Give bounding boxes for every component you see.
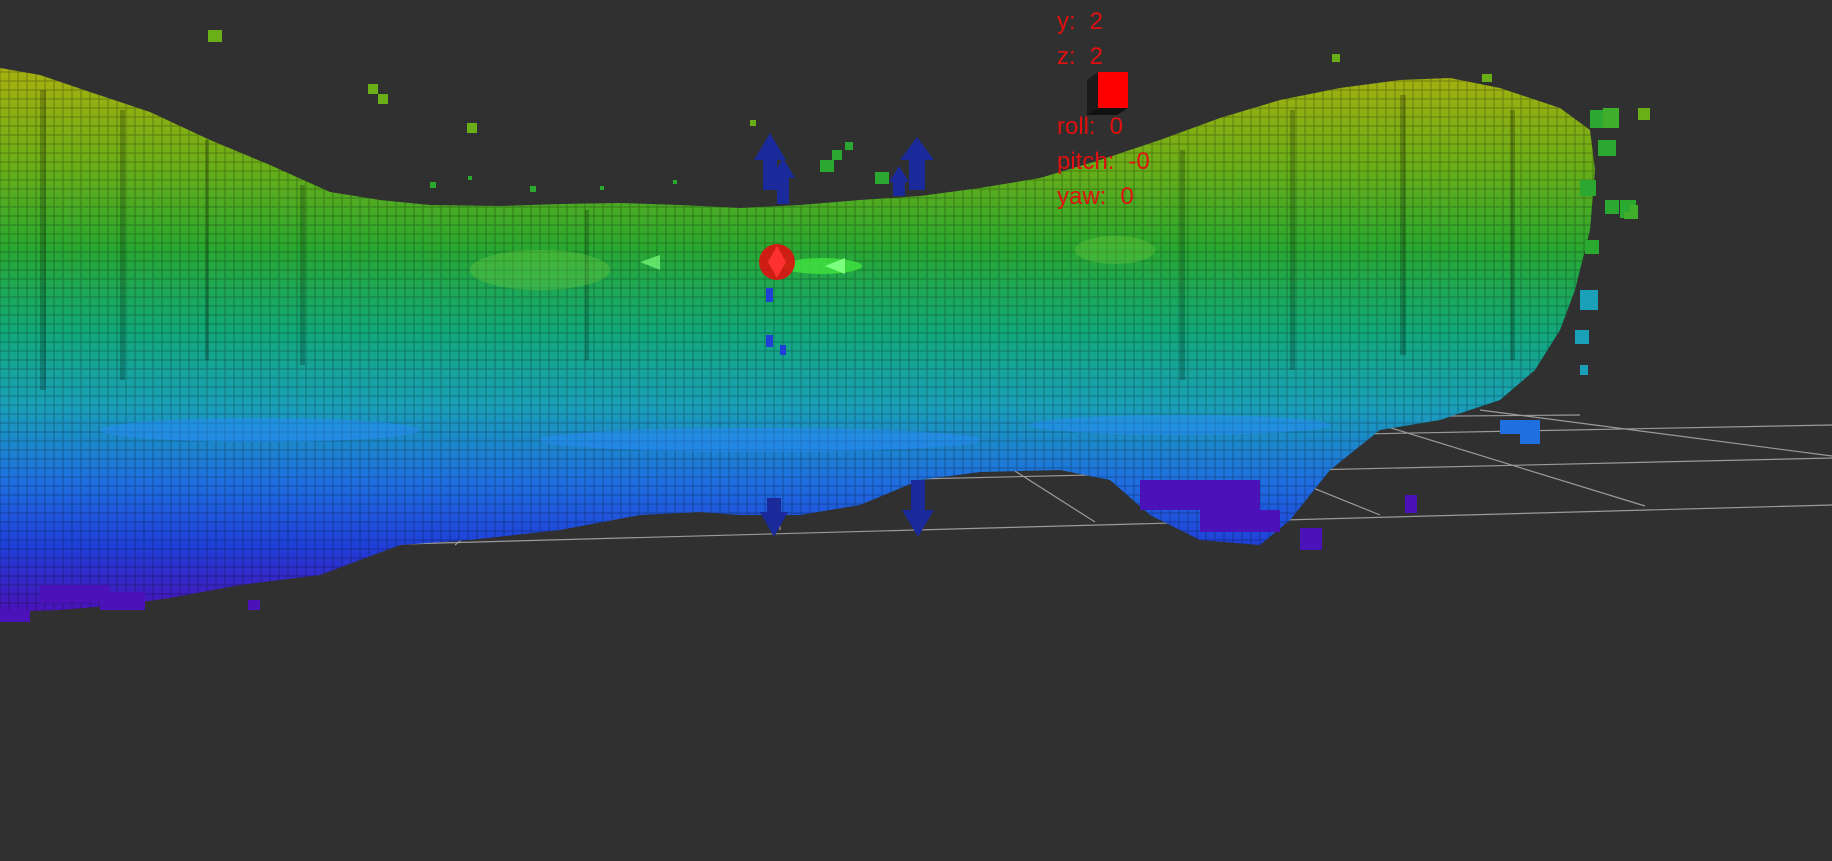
- pose-roll-label: roll:: [1057, 113, 1096, 140]
- red-cube-icon[interactable]: [1087, 72, 1128, 115]
- pose-y-value: 2: [1089, 8, 1104, 35]
- pose-z-readout: z: 2: [1057, 45, 1103, 69]
- pose-yaw-readout: yaw: 0: [1057, 185, 1134, 209]
- pose-yaw-value: 0: [1120, 183, 1134, 210]
- pose-roll-value: 0: [1109, 113, 1124, 140]
- interactive-marker-arrow-icon[interactable]: [754, 133, 934, 537]
- pose-pitch-label: pitch:: [1057, 148, 1115, 175]
- pose-yaw-label: yaw:: [1057, 183, 1107, 210]
- pose-pitch-value: -0: [1128, 148, 1150, 175]
- robot-pose-marker[interactable]: [640, 244, 862, 355]
- pose-z-label: z:: [1057, 43, 1076, 70]
- pose-y-label: y:: [1057, 8, 1076, 35]
- pose-roll-readout: roll: 0: [1057, 115, 1123, 139]
- pose-pitch-readout: pitch: -0: [1057, 150, 1150, 174]
- pose-y-readout: y: 2: [1057, 10, 1103, 34]
- occupancy-voxel-map: [0, 30, 1650, 622]
- pose-z-value: 2: [1089, 43, 1104, 70]
